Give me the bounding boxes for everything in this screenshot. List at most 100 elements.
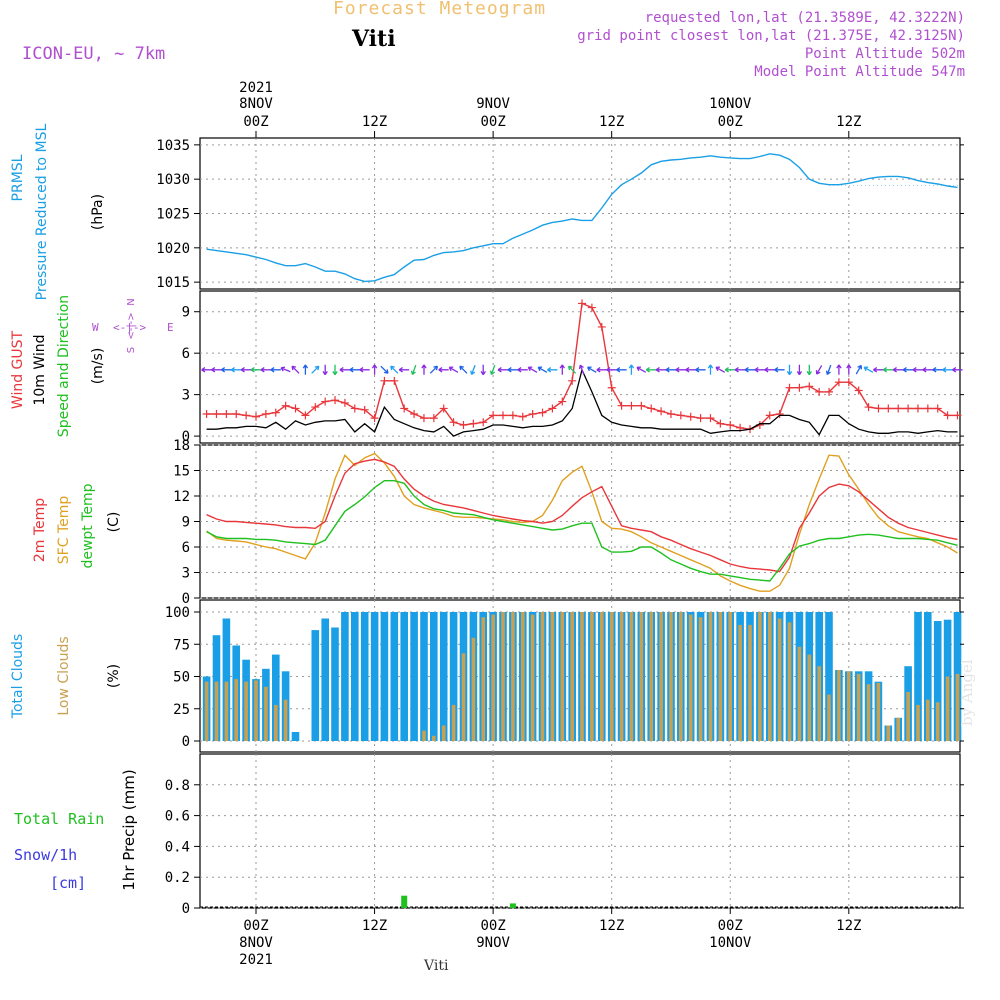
gust-marker — [538, 408, 547, 417]
top-time-label: 00Z — [718, 114, 743, 130]
point-altitude: Point Altitude 502m — [804, 46, 965, 62]
bottom-year-label: 2021 — [239, 952, 273, 968]
gust-marker — [242, 411, 251, 420]
low-cloud-bar — [649, 612, 653, 741]
gust-marker — [696, 414, 705, 423]
low-cloud-bar — [461, 653, 466, 741]
gust-marker — [390, 376, 399, 385]
wind-direction-arrow — [322, 364, 328, 376]
ytick-label-clouds-2: 50 — [173, 670, 190, 686]
temp2m-label: 2m Temp — [32, 498, 48, 562]
total-cloud-bar — [825, 612, 833, 741]
ytick-label-pressure-2: 1025 — [156, 207, 190, 223]
model-point-altitude: Model Point Altitude 547m — [754, 64, 965, 80]
total-cloud-bar — [380, 612, 389, 741]
low-cloud-bar — [590, 612, 594, 741]
wind-direction-arrow — [655, 367, 667, 373]
wind-direction-arrow — [882, 367, 894, 373]
compass-east: E — [167, 321, 174, 334]
low-cloud-bar — [511, 612, 515, 741]
wind-direction-arrow — [606, 367, 617, 373]
gust-marker — [805, 382, 814, 391]
gust-marker — [528, 409, 537, 418]
wind-direction-arrow — [724, 367, 736, 373]
rain-bar — [509, 903, 516, 908]
gust-marker — [212, 409, 221, 418]
gust-marker — [597, 322, 606, 331]
wind-direction-arrow — [912, 367, 923, 373]
dewpt-label: dewpt Temp — [80, 483, 96, 568]
dewpt-line — [206, 480, 958, 582]
wind-direction-arrow — [764, 367, 775, 373]
bottom-time-label: 00Z — [243, 918, 268, 934]
gust-marker — [380, 376, 389, 385]
top-date-label: 8NOV — [239, 96, 273, 112]
wind-direction-arrow — [707, 364, 714, 375]
ytick-label-clouds-3: 75 — [173, 637, 190, 653]
wind-direction-arrow — [398, 367, 410, 373]
low-cloud-bar — [768, 612, 772, 741]
wind-direction-arrow — [429, 365, 439, 374]
gust-marker — [726, 421, 735, 430]
gust-marker — [627, 401, 636, 410]
bottom-date-label: 9NOV — [476, 935, 510, 951]
low-cloud-bar — [609, 612, 614, 741]
total-cloud-bar — [430, 612, 438, 741]
low-cloud-bar — [422, 730, 426, 741]
low-cloud-bar — [580, 612, 584, 741]
top-time-label: 12Z — [362, 114, 387, 130]
wind-direction-arrow — [559, 364, 565, 375]
clouds-unit-label: (%) — [106, 664, 122, 688]
wind-direction-arrow — [448, 366, 459, 373]
low-cloud-bar — [570, 612, 574, 741]
low-cloud-bar — [827, 694, 831, 741]
low-cloud-bar — [264, 686, 268, 741]
gridlines — [200, 138, 960, 909]
wind-direction-arrow — [359, 367, 370, 373]
wind-direction-arrow — [470, 364, 476, 376]
gust-marker — [489, 411, 498, 420]
low-cloud-bar — [906, 692, 910, 741]
ytick-label-clouds-1: 25 — [173, 702, 190, 718]
top-date-label: 10NOV — [709, 96, 752, 112]
wind-direction-arrow — [438, 367, 449, 373]
ytick-label-temperature-2: 6 — [182, 540, 190, 556]
gust-marker — [429, 414, 438, 423]
low-cloud-bar — [540, 612, 545, 741]
gust-marker — [647, 404, 656, 413]
total-cloud-bar — [449, 612, 458, 741]
gust-marker — [469, 419, 478, 428]
low-cloud-bar — [600, 612, 604, 741]
gust-marker — [449, 418, 458, 427]
low-cloud-bar — [698, 617, 703, 741]
wind-direction-arrow — [380, 365, 389, 374]
requested-lonlat: requested lon,lat (21.3589E, 42.3222N) — [644, 10, 965, 26]
low-cloud-bar — [876, 683, 881, 741]
wind-direction-arrow — [497, 367, 508, 373]
gust-marker — [222, 409, 231, 418]
gust-marker — [834, 378, 843, 387]
low-cloud-bar — [748, 624, 752, 741]
gust-marker — [894, 404, 903, 413]
gust-marker — [795, 383, 804, 392]
wind-direction-arrow — [201, 367, 212, 373]
low-cloud-bar — [619, 612, 624, 741]
low-cloud-bar — [738, 624, 742, 741]
low-cloud-bar — [441, 725, 446, 741]
gust-marker — [844, 378, 853, 387]
compass-arrows: <-|-> — [113, 321, 146, 334]
footer-station: Viti — [424, 958, 449, 974]
low-cloud-bar — [669, 612, 673, 741]
low-cloud-bar — [491, 614, 495, 741]
low-cloud-bar — [501, 612, 505, 741]
total-cloud-bar — [222, 618, 231, 741]
low-cloud-bar — [955, 673, 960, 741]
gust-marker — [439, 404, 448, 413]
wind-speed-direction-label: Speed and Direction — [56, 295, 72, 437]
wind-direction-arrow — [517, 367, 528, 373]
wind-direction-arrow — [806, 364, 812, 376]
wind-direction-arrow — [825, 364, 832, 376]
total-cloud-bar — [360, 612, 369, 741]
bottom-time-label: 12Z — [362, 918, 387, 934]
gust-marker — [578, 299, 587, 308]
